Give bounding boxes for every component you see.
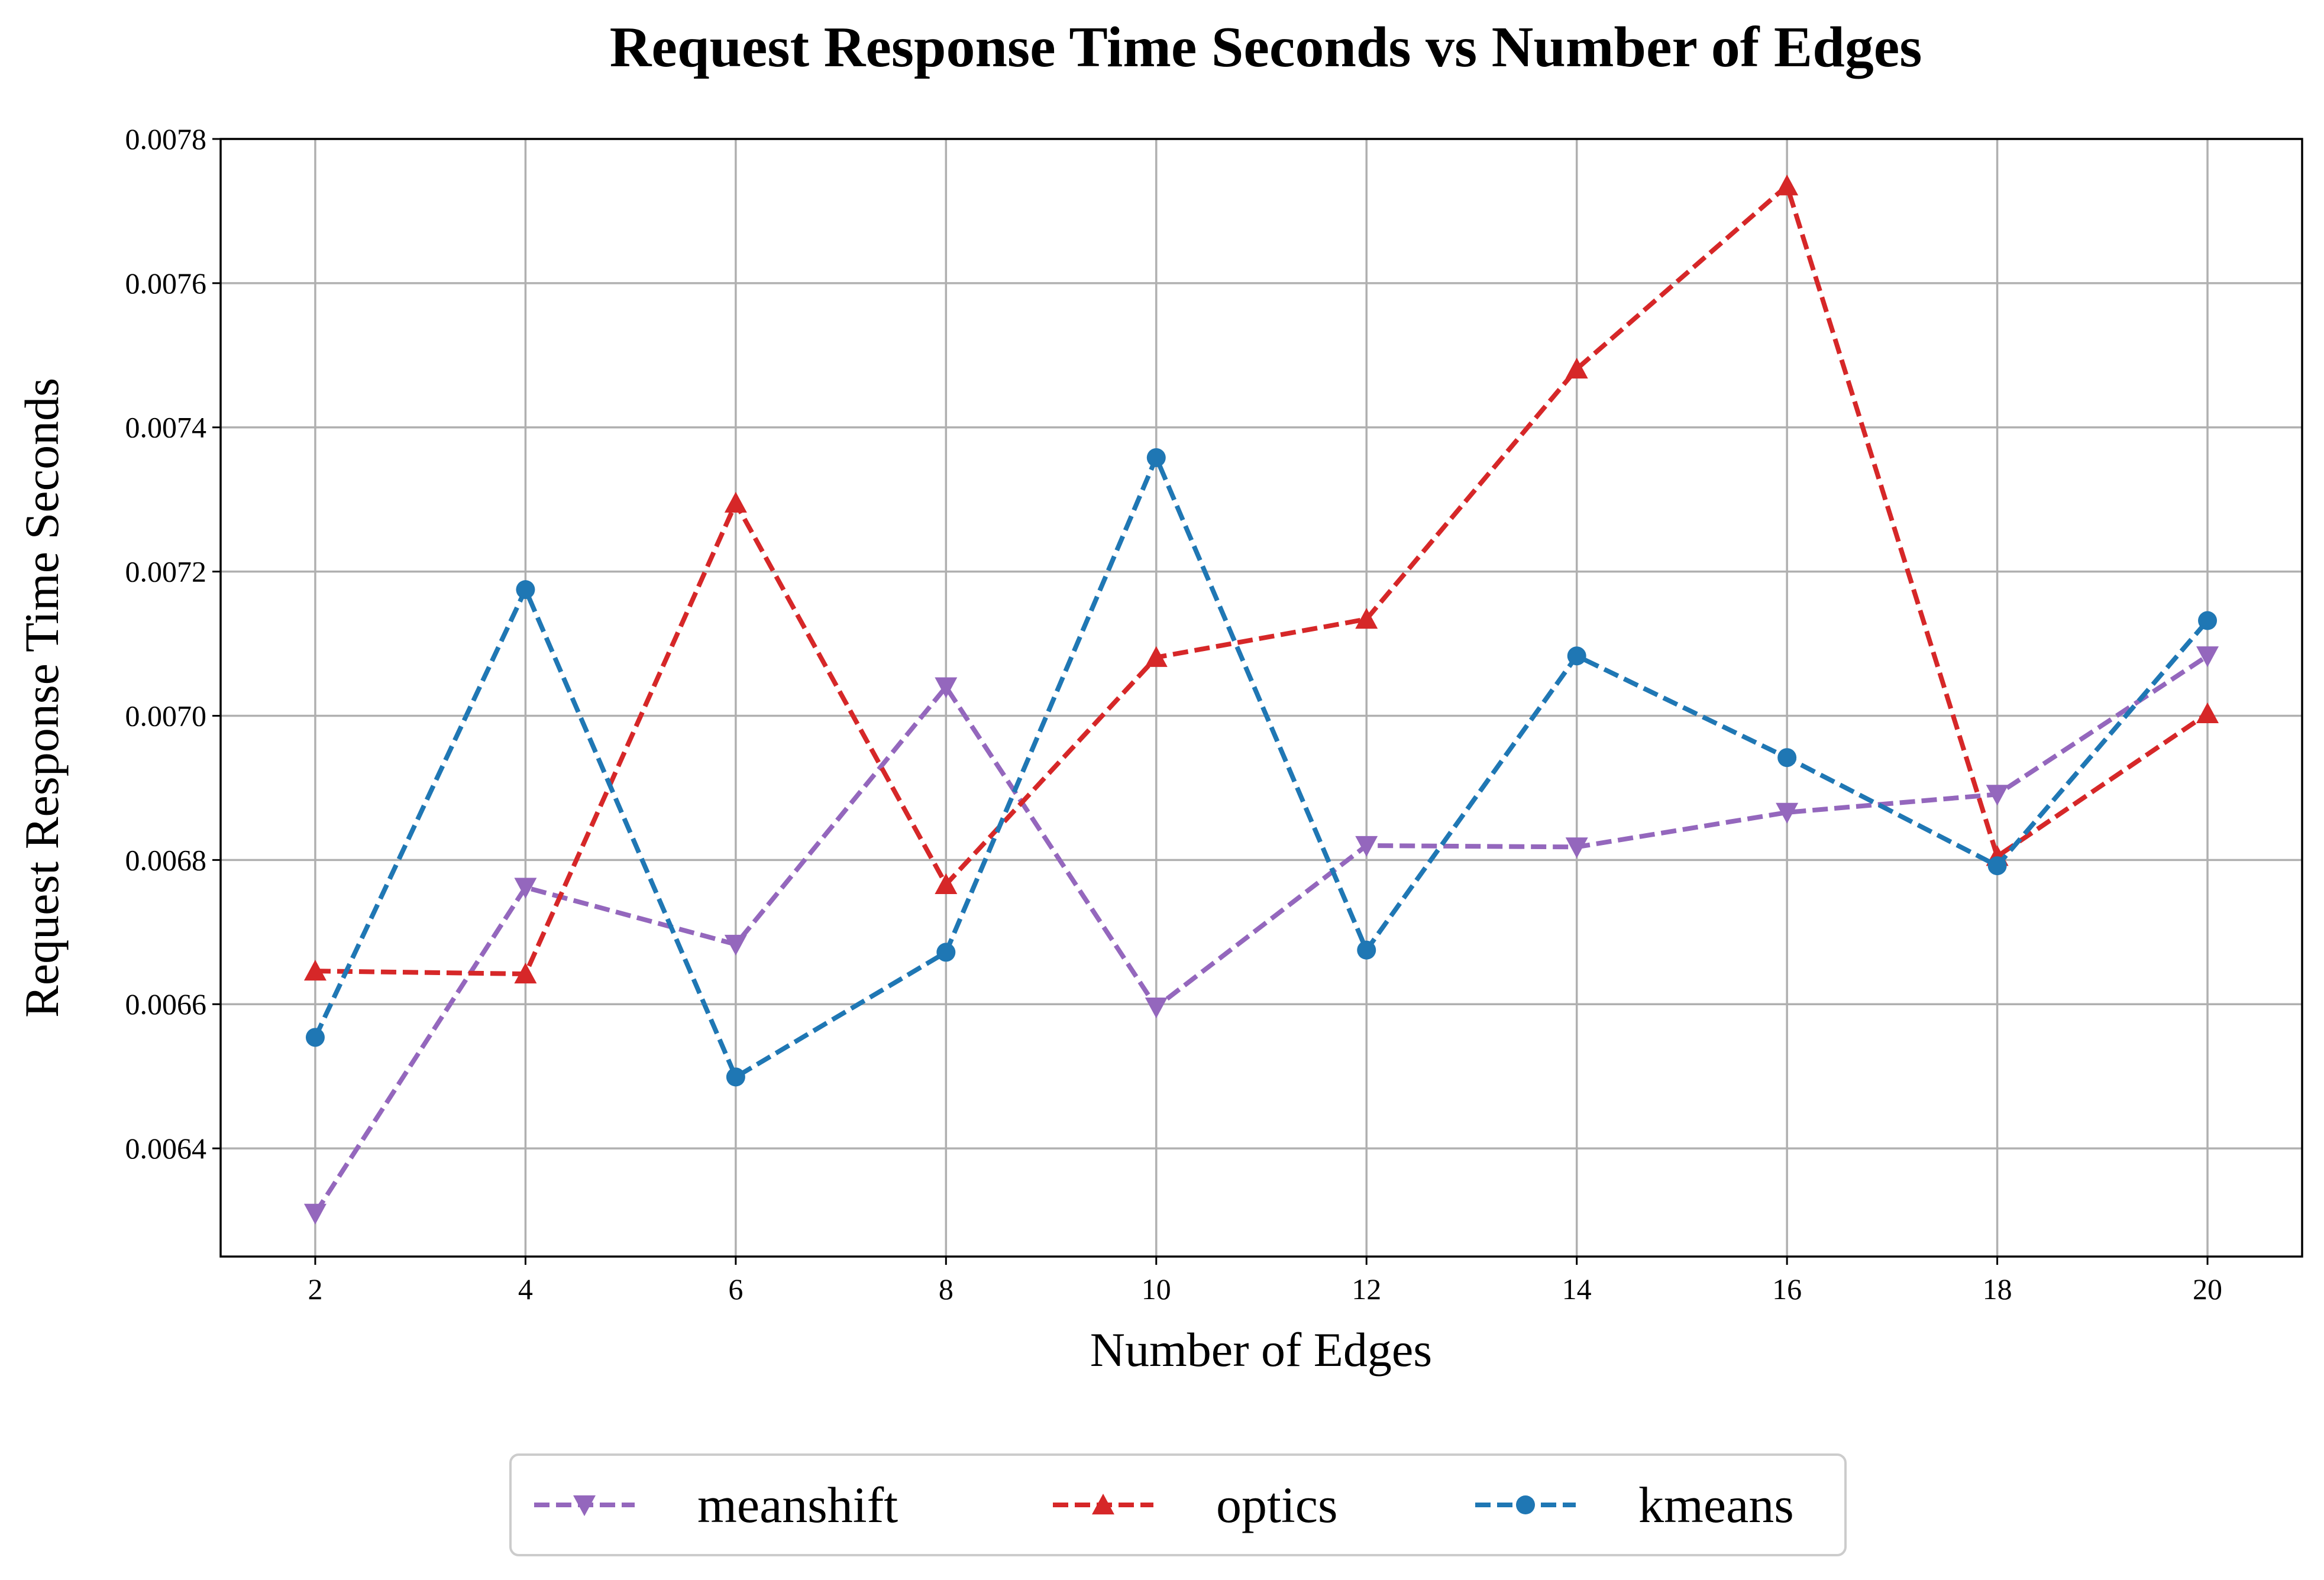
- legend-marker-optics: [1092, 1494, 1114, 1515]
- x-tick-label: 6: [728, 1273, 743, 1306]
- x-tick-label: 4: [518, 1273, 533, 1306]
- data-point-meanshift: [1776, 802, 1799, 824]
- legend-marker-kmeans: [1516, 1495, 1535, 1514]
- data-point-optics: [935, 873, 958, 894]
- data-point-kmeans: [2198, 611, 2218, 630]
- data-point-meanshift: [1565, 837, 1588, 859]
- y-tick-label: 0.0076: [125, 267, 207, 300]
- y-tick-label: 0.0064: [125, 1132, 207, 1165]
- legend-label-meanshift: meanshift: [697, 1477, 898, 1533]
- x-tick-label: 12: [1352, 1273, 1381, 1306]
- data-point-kmeans: [726, 1067, 745, 1087]
- series-line-kmeans: [313, 455, 2210, 1080]
- data-point-meanshift: [935, 677, 958, 698]
- data-point-optics: [2196, 702, 2219, 723]
- series-line-optics: [315, 183, 2209, 977]
- legend: meanshift optics kmeans: [509, 1453, 1847, 1556]
- legend-item-meanshift: meanshift: [534, 1477, 898, 1533]
- data-point-optics: [1776, 174, 1799, 196]
- x-axis-label: Number of Edges: [1090, 1323, 1432, 1377]
- data-point-kmeans: [516, 580, 535, 600]
- data-point-kmeans: [1777, 748, 1797, 768]
- data-point-meanshift: [1145, 997, 1168, 1019]
- data-point-optics: [724, 491, 747, 513]
- plot-frame: [219, 138, 2303, 1258]
- data-point-kmeans: [1567, 646, 1586, 666]
- x-tick-label: 14: [1562, 1273, 1592, 1306]
- y-tick-label: 0.0074: [125, 411, 207, 444]
- y-tick-label: 0.0078: [125, 122, 207, 156]
- data-point-meanshift: [303, 1203, 327, 1225]
- series-kmeans: [305, 448, 2218, 1087]
- chart-title: Request Response Time Seconds vs Number …: [610, 15, 1922, 79]
- legend-box: [509, 1453, 1847, 1556]
- data-point-meanshift: [2196, 646, 2219, 668]
- x-tick-label: 10: [1142, 1273, 1171, 1306]
- data-point-optics: [1145, 646, 1168, 667]
- x-tick-label: 20: [2193, 1273, 2222, 1306]
- data-point-optics: [514, 963, 537, 984]
- data-point-kmeans: [1357, 940, 1376, 960]
- x-tick-label: 2: [308, 1273, 322, 1306]
- x-tick-label: 16: [1772, 1273, 1802, 1306]
- grid-lines: [221, 138, 2302, 1257]
- x-tick-label: 18: [1983, 1273, 2012, 1306]
- data-point-optics: [303, 960, 327, 981]
- data-point-meanshift: [514, 878, 537, 899]
- data-point-kmeans: [1987, 856, 2007, 876]
- data-point-meanshift: [724, 934, 747, 956]
- x-tick-label: 8: [939, 1273, 953, 1306]
- y-axis-ticks: 0.0064 0.0066 0.0068 0.0070 0.0072 0.0074 0.00…: [125, 122, 221, 1165]
- series-layer: [303, 174, 2219, 1225]
- y-tick-label: 0.0066: [125, 988, 207, 1021]
- series-meanshift: [303, 646, 2219, 1225]
- legend-label-optics: optics: [1216, 1477, 1337, 1533]
- data-point-kmeans: [305, 1028, 325, 1047]
- legend-items: meanshift optics kmeans: [534, 1477, 1794, 1533]
- legend-item-optics: optics: [1053, 1477, 1337, 1533]
- data-point-meanshift: [1986, 785, 2009, 806]
- legend-marker-meanshift: [573, 1495, 596, 1516]
- data-point-meanshift: [1355, 836, 1378, 857]
- x-axis-ticks: 2 4 6 8 10 12 14 16 18 20: [308, 1257, 2222, 1306]
- series-line-meanshift: [313, 653, 2209, 1215]
- y-tick-label: 0.0072: [125, 555, 207, 588]
- legend-label-kmeans: kmeans: [1638, 1477, 1794, 1533]
- y-axis-label: Request Response Time Seconds: [15, 378, 69, 1018]
- data-point-optics: [1565, 357, 1588, 379]
- y-tick-label: 0.0068: [125, 843, 207, 876]
- data-point-optics: [1355, 608, 1378, 629]
- legend-item-kmeans: kmeans: [1475, 1477, 1794, 1533]
- y-tick-label: 0.0070: [125, 699, 207, 732]
- data-point-kmeans: [1146, 448, 1166, 467]
- data-point-kmeans: [936, 943, 956, 962]
